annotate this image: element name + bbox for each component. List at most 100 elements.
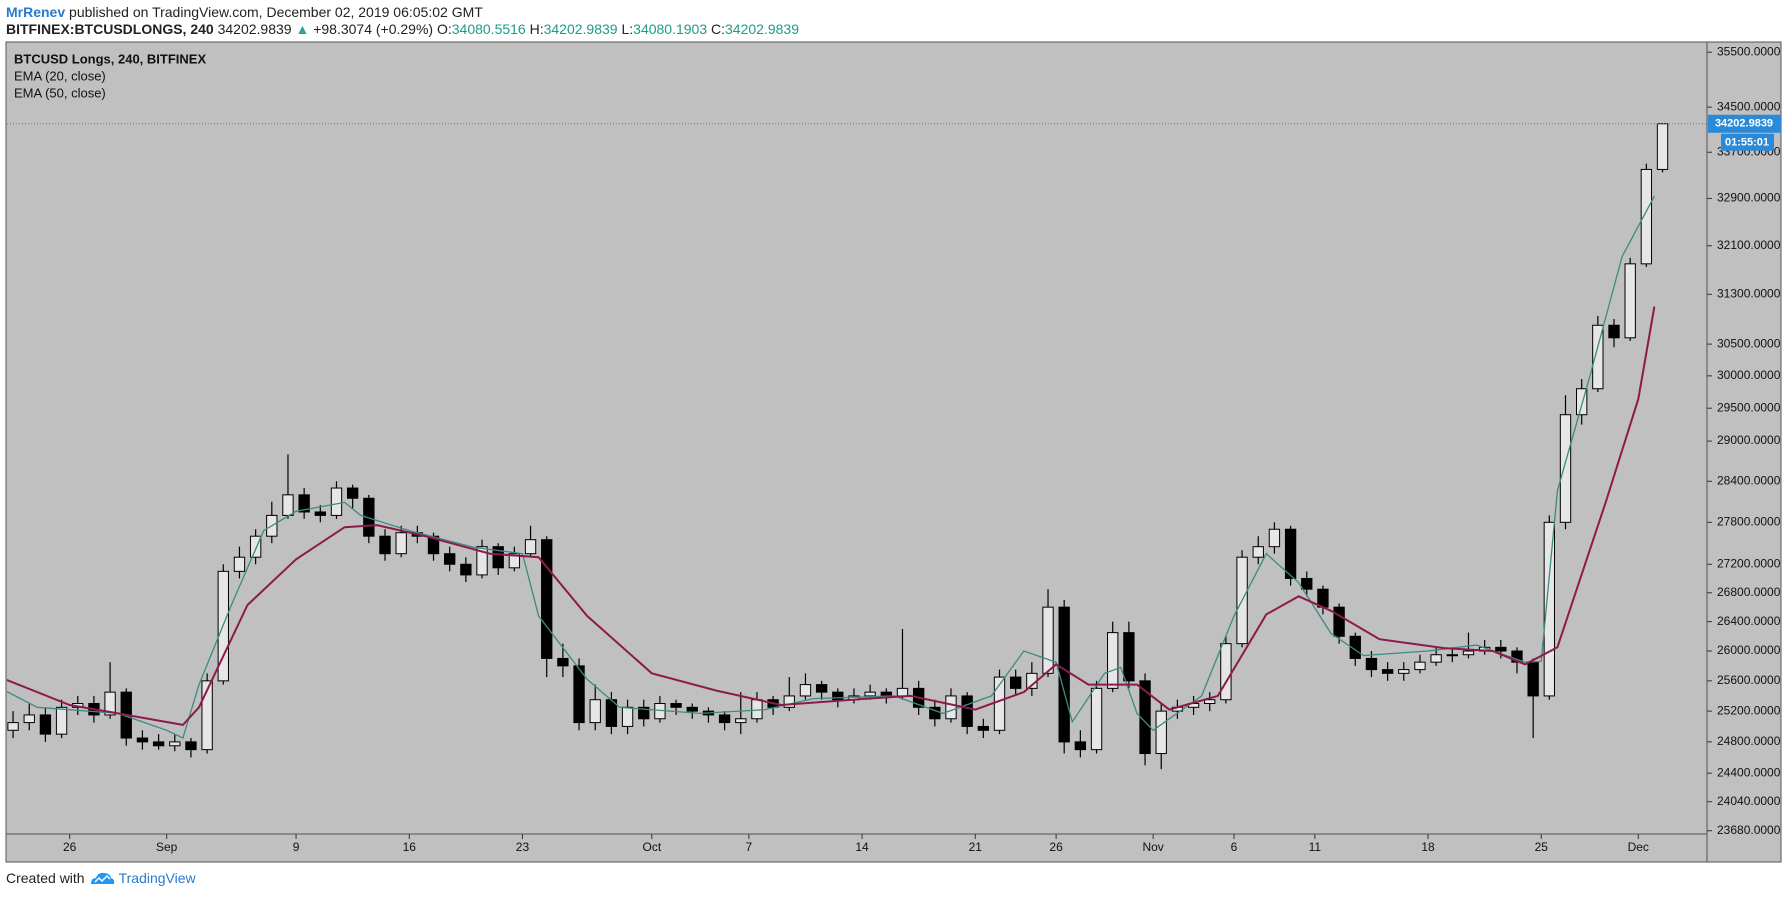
candle-body (1058, 606, 1070, 743)
candle-body (945, 695, 957, 720)
logo (90, 872, 114, 884)
x-tick-label: Nov (1142, 840, 1163, 854)
chart-background (5, 41, 1782, 863)
candle-body (1333, 606, 1345, 637)
candle-body (169, 741, 181, 747)
candle-body (1575, 388, 1588, 416)
published: published on TradingView.com, December 0… (69, 4, 483, 20)
x-tick-label: Dec (1628, 840, 1649, 854)
candle-body (783, 695, 795, 708)
candle-body (136, 737, 149, 743)
change-arrow: ▲ (295, 21, 310, 37)
candle-body (298, 494, 310, 513)
candle-body (541, 539, 553, 659)
header-line-2: BITFINEX:BTCUSDLONGS, 240 34202.9839 ▲ +… (6, 21, 799, 37)
candle-body (346, 487, 359, 499)
candle-body (589, 699, 601, 724)
candle-body (880, 691, 892, 697)
change: +98.3074 (+0.29%) (313, 21, 434, 37)
candle-body (444, 553, 456, 565)
candle-body (1624, 263, 1636, 339)
candle-body (1204, 699, 1216, 705)
candle-body (395, 532, 407, 555)
candle-body (1365, 657, 1378, 671)
candle-body (686, 706, 698, 712)
ohlc-c: 34202.9839 (725, 21, 799, 37)
x-tick-label: 14 (855, 840, 869, 854)
footer: Created with TradingView (6, 870, 196, 886)
y-tick-label: 30000.0000 (1717, 368, 1781, 382)
candle-body (1527, 661, 1539, 697)
candle-body (1608, 324, 1620, 339)
candle-body (1123, 632, 1135, 682)
last-price-label: 34202.9839 (1715, 118, 1773, 130)
candle-body (476, 546, 488, 576)
candle-body (832, 691, 844, 701)
candle-body (1090, 687, 1103, 751)
y-tick-label: 28400.0000 (1717, 473, 1781, 487)
y-tick-label: 25200.0000 (1717, 703, 1781, 717)
y-tick-label: 23680.0000 (1717, 823, 1781, 837)
ema-line (7, 195, 1655, 739)
symbol: BITFINEX:BTCUSDLONGS, 240 (6, 21, 214, 37)
candle-body (1592, 324, 1604, 390)
y-tick-label: 27800.0000 (1717, 514, 1781, 528)
candle-body (1284, 528, 1297, 579)
candle-body (492, 546, 504, 569)
candle-body (1446, 654, 1458, 657)
candle-body (621, 706, 634, 727)
candle-body (1010, 676, 1022, 689)
candle-body (233, 556, 246, 572)
ohlc-h: 34202.9839 (543, 21, 618, 37)
candle-body (104, 691, 116, 716)
candle-body (896, 687, 909, 697)
countdown-label: 01:55:01 (1725, 137, 1769, 149)
y-tick-label: 32900.0000 (1717, 191, 1781, 205)
chart: BTCUSD Longs, 240, BITFINEX EMA (20, clo… (5, 41, 1782, 863)
brand[interactable]: TradingView (118, 870, 196, 886)
ohlc-l-label: L: (621, 21, 634, 37)
y-tick-label: 24800.0000 (1717, 734, 1781, 748)
candle-body (1495, 646, 1507, 652)
candle-body (1252, 546, 1264, 558)
candle-body (718, 714, 731, 724)
y-tick-label: 31300.0000 (1717, 286, 1781, 300)
x-tick-label: 6 (1231, 840, 1238, 854)
y-tick-label: 26000.0000 (1717, 643, 1781, 657)
candle-body (1640, 168, 1653, 265)
candle-body (427, 535, 440, 555)
ohlc-o-label: O: (436, 21, 452, 37)
created-with: Created with (6, 870, 85, 886)
y-tick-label: 26800.0000 (1717, 585, 1781, 599)
candle-body (249, 535, 262, 558)
y-tick-label: 24040.0000 (1717, 794, 1781, 808)
plot (7, 123, 1669, 770)
candle-body (1559, 414, 1572, 523)
candle-body (7, 722, 19, 731)
x-tick-label: Sep (156, 840, 178, 854)
x-tick-label: 18 (1421, 840, 1435, 854)
x-tick-label: Oct (642, 840, 661, 854)
countdown-box (1721, 133, 1774, 151)
candle-body (1414, 661, 1426, 671)
candle-body (1511, 650, 1523, 663)
candle-body (363, 497, 375, 537)
candle-body (23, 714, 35, 724)
candle-body (460, 563, 472, 576)
candle-body (815, 684, 828, 693)
candle-body (1398, 669, 1410, 674)
candle-body (1543, 521, 1556, 697)
x-tick-label: 23 (516, 840, 530, 854)
last-price: 34202.9839 (217, 21, 292, 37)
candle-body (977, 725, 990, 731)
candle-body (1074, 741, 1087, 751)
y-tick-label: 24400.0000 (1717, 765, 1781, 779)
author[interactable]: MrRenev (6, 4, 66, 20)
candle-body (39, 714, 52, 735)
candle-body (864, 691, 876, 697)
candle-body (55, 706, 68, 735)
candle-body (1220, 643, 1232, 701)
x-tick-label: 26 (1049, 840, 1063, 854)
candle-body (1349, 635, 1361, 659)
